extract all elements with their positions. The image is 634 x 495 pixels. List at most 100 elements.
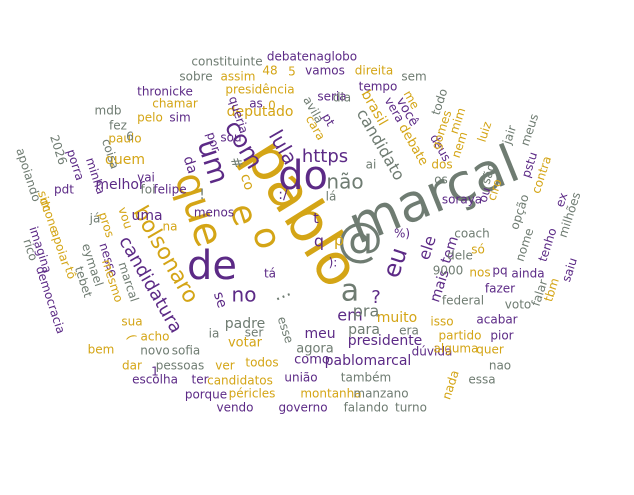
- word-no: no: [232, 283, 257, 307]
- word-vendo: vendo: [216, 401, 253, 415]
- word-melhor: melhor: [95, 177, 145, 193]
- word-symbol-171: %): [394, 227, 410, 241]
- word-candidatos: candidatos: [207, 374, 273, 388]
- word-9000: 9000: [433, 264, 464, 278]
- word-sobre: sobre: [179, 70, 212, 84]
- word-do: do: [278, 153, 328, 199]
- word-tempo: tempo: [359, 80, 398, 94]
- word-ser: ser: [245, 326, 264, 340]
- word-nada: nada: [439, 368, 462, 401]
- word-symbol-170: !: [199, 187, 205, 203]
- word-symbol-181: ):: [329, 256, 338, 270]
- word-na: na: [163, 220, 178, 234]
- word-constituinte: constituinte: [191, 55, 262, 69]
- word-a: a: [341, 274, 359, 309]
- word-q: q: [314, 232, 324, 251]
- word-ta: tá: [264, 267, 276, 281]
- word-vamos: vamos: [305, 64, 345, 78]
- word-presidente: presidente: [348, 333, 423, 349]
- word-48: 48: [262, 64, 277, 78]
- word-acho: acho: [141, 330, 170, 344]
- word-symbol-184: (: [124, 332, 139, 341]
- word-deputado: deputado: [227, 104, 294, 120]
- word-pq: pq: [492, 264, 507, 278]
- word-da: da: [180, 154, 201, 176]
- word-agora: agora: [296, 342, 333, 357]
- word-coach: coach: [454, 227, 490, 241]
- word-votar: votar: [228, 336, 263, 351]
- word-sao: são: [479, 162, 499, 186]
- word-pior: pior: [490, 329, 513, 343]
- word-mdb: mdb: [95, 104, 122, 118]
- word-nao: nao: [489, 359, 511, 373]
- word-nao: não: [326, 170, 363, 194]
- word-partido: partido: [439, 329, 482, 343]
- word-symbol-182: :/: [278, 187, 288, 203]
- word-saiu: saiu: [559, 256, 580, 284]
- word-ex: ex: [553, 191, 571, 209]
- word-presidencia: presidência: [225, 83, 294, 97]
- word-uniao: união: [284, 371, 317, 385]
- word-foi: foi: [141, 183, 156, 197]
- word-as: as: [249, 97, 263, 111]
- word-menos: menos: [194, 206, 234, 220]
- word-tambem: também: [341, 371, 391, 385]
- word-uma: uma: [131, 208, 162, 224]
- word-ou: ou: [476, 186, 494, 205]
- word-governo: governo: [278, 401, 327, 415]
- word-symbol-183: ...: [270, 280, 294, 306]
- word-dc: dc: [37, 196, 55, 214]
- word-pessoas: pessoas: [156, 359, 204, 373]
- word-padre: padre: [225, 316, 265, 332]
- word-sua: sua: [121, 315, 142, 329]
- word-por: por: [204, 130, 223, 153]
- word-turno: turno: [395, 401, 427, 415]
- word-chamar: chamar: [152, 97, 198, 111]
- word-0: 0: [268, 99, 276, 113]
- word-sou: sou: [220, 131, 241, 145]
- word-6: 6: [126, 130, 134, 144]
- word-era: era: [399, 324, 419, 338]
- word-em: em: [337, 306, 362, 325]
- word-para: para: [348, 322, 380, 338]
- word-ainda: ainda: [511, 267, 544, 281]
- word-assim: assim: [221, 70, 256, 84]
- word-luiz: luiz: [475, 120, 495, 144]
- word-meus: meus: [518, 112, 541, 148]
- word-meu: meu: [304, 326, 335, 342]
- word-quem: quem: [105, 152, 145, 168]
- word-nos: nos: [469, 266, 490, 280]
- word-escolha: escolha: [132, 373, 178, 387]
- word-1: 1: [151, 365, 159, 379]
- word-p: p: [334, 231, 344, 250]
- word-os: os: [434, 173, 448, 187]
- word-manzano: manzano: [353, 387, 408, 401]
- word-montanha: montanha: [300, 387, 361, 401]
- word-sim: sim: [169, 111, 190, 125]
- word-5: 5: [288, 65, 296, 79]
- word-o: o: [244, 221, 290, 255]
- word-de: de: [187, 243, 237, 289]
- word-sem: sem: [401, 70, 426, 84]
- word-jair: jair: [500, 124, 520, 147]
- word-co: co: [237, 172, 257, 192]
- word-porque: porque: [185, 388, 227, 402]
- word-quer: quer: [476, 343, 504, 357]
- word-acabar: acabar: [476, 313, 517, 327]
- word-todos: todos: [245, 356, 278, 370]
- word-symbol-169: ?: [371, 287, 381, 308]
- word-novo: novo: [140, 344, 169, 358]
- word-pelo: pelo: [137, 111, 163, 125]
- word-se: se: [210, 290, 230, 310]
- word-nome: nome: [513, 226, 537, 263]
- word-symbol-2: @: [337, 213, 383, 267]
- word-vai: vai: [137, 171, 155, 185]
- word-https: https: [302, 146, 348, 167]
- word-vou: vou: [115, 205, 135, 230]
- word-federal: federal: [442, 294, 484, 308]
- word-pra: pra: [353, 302, 380, 321]
- word-to: tô: [62, 265, 79, 281]
- word-alguma: alguma: [434, 342, 479, 356]
